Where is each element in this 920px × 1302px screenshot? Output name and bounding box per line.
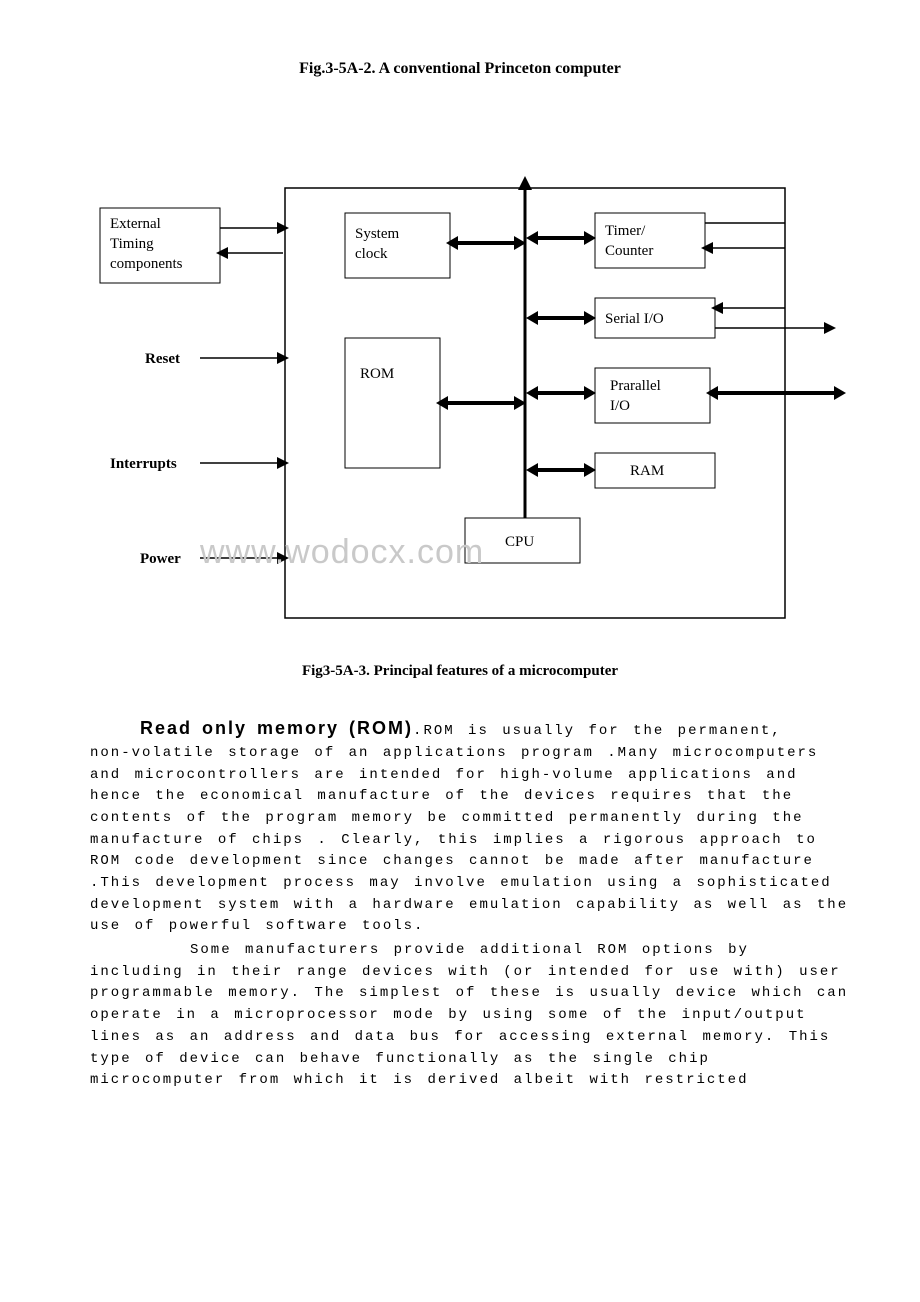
timer-l2: Counter xyxy=(605,243,653,259)
diagram-container: External Timing components System clock … xyxy=(70,168,850,643)
interrupts-label: Interrupts xyxy=(110,456,177,472)
timer-l1: Timer/ xyxy=(605,223,646,239)
sysclock-l2: clock xyxy=(355,246,388,262)
caption-1: Fig.3-5A-2. A conventional Princeton com… xyxy=(70,60,850,78)
sysclock-l1: System xyxy=(355,226,400,242)
caption-2: Fig3-5A-3. Principal features of a micro… xyxy=(70,663,850,680)
ram-label: RAM xyxy=(630,463,664,479)
rom-heading: Read only memory (ROM) xyxy=(140,718,413,738)
power-label: Power xyxy=(140,551,181,567)
parallel-l1: Prarallel xyxy=(610,378,661,394)
rom-label: ROM xyxy=(360,366,394,382)
serial-label: Serial I/O xyxy=(605,311,664,327)
external-l1: External xyxy=(110,216,161,232)
p1b-text: non-volatile storage of an applications … xyxy=(90,743,850,938)
external-l3: components xyxy=(110,256,183,272)
reset-label: Reset xyxy=(145,351,180,367)
p2-text: Some manufacturers provide additional RO… xyxy=(90,942,848,1088)
architecture-diagram: External Timing components System clock … xyxy=(70,168,850,638)
paragraph-1: Read only memory (ROM).ROM is usually fo… xyxy=(70,715,850,938)
cpu-label: CPU xyxy=(505,534,534,550)
external-l2: Timing xyxy=(110,236,154,252)
parallel-l2: I/O xyxy=(610,398,630,414)
paragraph-2: Some manufacturers provide additional RO… xyxy=(90,940,850,1092)
p1a-text: .ROM is usually for the permanent, xyxy=(413,723,782,739)
